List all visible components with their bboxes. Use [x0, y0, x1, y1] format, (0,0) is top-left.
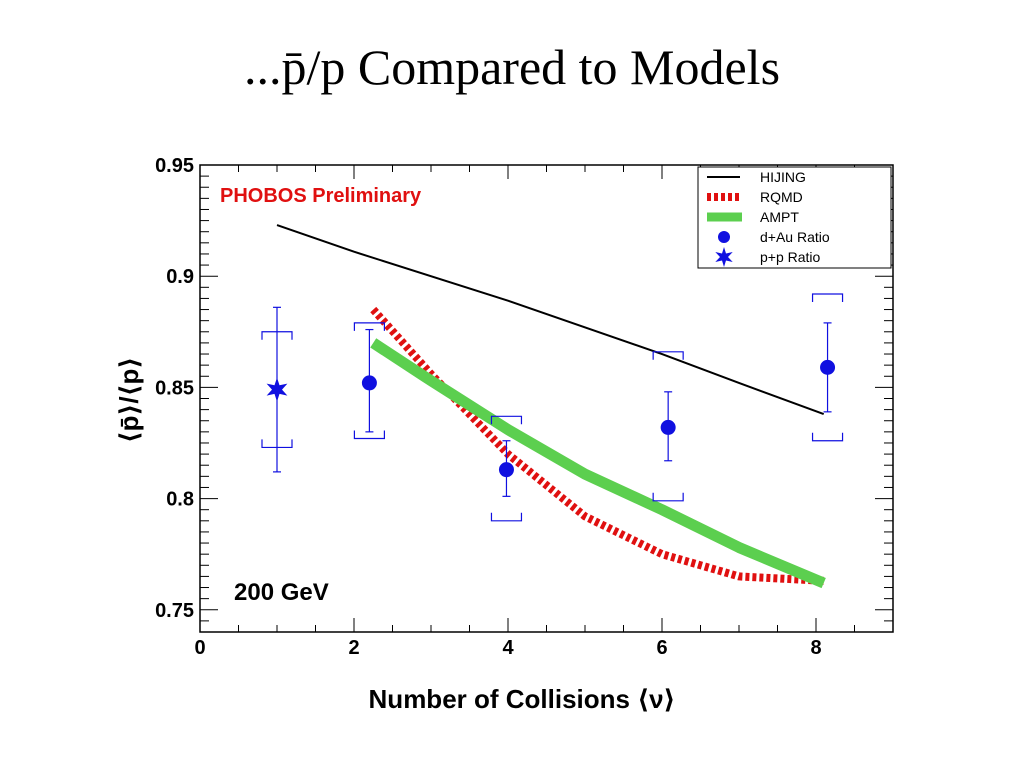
preliminary-label: PHOBOS Preliminary: [220, 185, 422, 207]
y-axis-title: ⟨p̄⟩/⟨p⟩: [114, 357, 144, 444]
systematic-bracket-upper: [353, 322, 385, 331]
slide-title: ...p̄/p Compared to Models: [243, 39, 781, 95]
curve-ampt: [370, 338, 826, 589]
marker-circle: [660, 419, 676, 435]
x-tick-label: 2: [348, 637, 359, 659]
x-axis-title: Number of Collisions ⟨ν⟩: [369, 684, 676, 714]
legend-label: d+Au Ratio: [760, 229, 830, 245]
energy-label: 200 GeV: [234, 579, 329, 606]
systematic-bracket-upper: [490, 415, 523, 425]
x-tick-labels: 0 2 4 6 8: [194, 637, 821, 659]
legend: HIJING RQMD AMPT d+Au Ratio p+p Ratio: [697, 166, 892, 269]
marker-circle: [498, 462, 514, 478]
marker-circle: [820, 359, 836, 375]
y-tick-label: 0.8: [166, 489, 194, 511]
systematic-bracket-upper: [811, 293, 844, 302]
curve-hijing: [276, 224, 825, 416]
systematic-bracket-lower: [811, 432, 844, 442]
systematic-bracket-lower: [652, 492, 684, 502]
y-tick-label: 0.75: [155, 600, 194, 622]
marker-star: [266, 377, 288, 402]
y-tick-label: 0.85: [155, 377, 194, 399]
systematic-bracket-lower: [490, 512, 523, 522]
legend-swatch: [715, 247, 733, 267]
x-tick-label: 4: [502, 637, 514, 659]
model-curves: [276, 224, 826, 589]
y-tick-label: 0.95: [155, 155, 194, 177]
x-tick-label: 0: [194, 637, 205, 659]
marker-circle: [361, 375, 377, 391]
y-tick-label: 0.9: [166, 266, 194, 288]
systematic-bracket-upper: [652, 351, 684, 360]
legend-label: HIJING: [760, 169, 806, 185]
curve-rqmd: [370, 306, 824, 585]
legend-label: AMPT: [760, 209, 799, 225]
data-points: [261, 293, 844, 522]
x-tick-label: 6: [656, 637, 667, 659]
y-tick-labels: 0.75 0.8 0.85 0.9 0.95: [155, 155, 194, 622]
legend-label: RQMD: [760, 189, 803, 205]
systematic-bracket-lower: [353, 430, 385, 440]
x-tick-label: 8: [810, 637, 821, 659]
legend-label: p+p Ratio: [760, 249, 821, 265]
legend-swatch: [718, 231, 730, 243]
